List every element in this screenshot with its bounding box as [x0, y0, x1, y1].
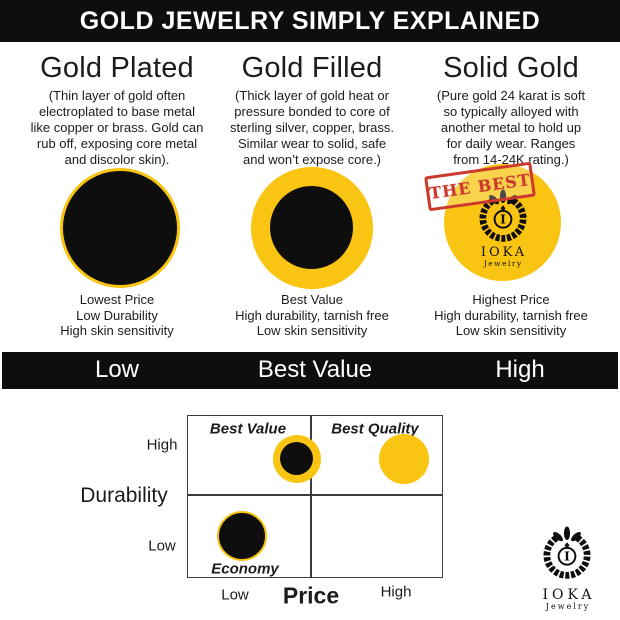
- attribute-line: High skin sensitivity: [60, 323, 174, 338]
- column-gold-plated: Gold Plated (Thin layer of gold often el…: [8, 52, 226, 168]
- quadrant-label-economy: Economy: [211, 560, 279, 578]
- gold-plated-attributes: Lowest Price Low Durability High skin se…: [8, 292, 226, 339]
- ioka-logo-subtitle: Jewelry: [483, 259, 523, 268]
- solid-gold-heading: Solid Gold: [443, 52, 579, 84]
- gold-plated-description: (Thin layer of gold often electroplated …: [30, 88, 204, 167]
- attribute-line: Low skin sensitivity: [256, 323, 368, 338]
- x-tick-high: High: [380, 583, 412, 601]
- solid-gold-attributes: Highest Price High durability, tarnish f…: [404, 292, 618, 339]
- price-scale-bar: [2, 352, 618, 389]
- quadrant-label-best-quality: Best Quality: [331, 420, 419, 438]
- attribute-line: Low Durability: [76, 307, 158, 323]
- scale-label-best-value: Best Value: [257, 356, 373, 383]
- attribute-line: Low skin sensitivity: [455, 323, 567, 338]
- ioka-logo-name: IOKA: [542, 587, 596, 603]
- durability-price-chart-grid: [187, 415, 443, 578]
- gold-filled-description: (Thick layer of gold heat or pressure bo…: [229, 88, 395, 167]
- x-tick-low: Low: [221, 586, 249, 604]
- grid-horizontal-divider: [188, 494, 442, 496]
- gold-filled-core: [270, 186, 353, 269]
- column-solid-gold: Solid Gold (Pure gold 24 karat is soft s…: [406, 52, 616, 168]
- grid-vertical-divider: [310, 416, 312, 577]
- footer-brand-logo: I IOKA Jewelry: [536, 526, 598, 611]
- y-tick-low: Low: [148, 537, 176, 555]
- gold-filled-attributes: Best Value High durability, tarnish free…: [205, 292, 419, 339]
- header-bar: GOLD JEWELRY SIMPLY EXPLAINED: [0, 0, 620, 42]
- ioka-emblem-icon: I: [478, 189, 527, 242]
- gold-plated-heading: Gold Plated: [40, 52, 194, 84]
- solid-gold-description: (Pure gold 24 karat is soft so typically…: [436, 88, 586, 167]
- svg-text:I: I: [500, 212, 506, 227]
- x-axis-title: Price: [282, 582, 340, 609]
- chart-point-gold-plated: [217, 511, 267, 561]
- ioka-logo-subtitle: Jewelry: [545, 602, 591, 611]
- page-title: GOLD JEWELRY SIMPLY EXPLAINED: [79, 6, 541, 35]
- attribute-line: High durability, tarnish free: [235, 307, 389, 323]
- attribute-line: Highest Price: [472, 292, 550, 307]
- gold-filled-heading: Gold Filled: [241, 52, 383, 84]
- attribute-line: Lowest Price: [79, 292, 155, 307]
- solid-gold-layer-diagram: I IOKA Jewelry: [444, 164, 561, 281]
- quadrant-label-best-value: Best Value: [209, 420, 287, 438]
- ioka-logo-name: IOKA: [480, 245, 528, 260]
- svg-text:I: I: [564, 549, 570, 564]
- gold-plated-layer-diagram: [60, 168, 180, 288]
- ioka-emblem-icon: I: [543, 526, 591, 579]
- chart-point-gold-filled-core: [280, 442, 313, 475]
- scale-label-high: High: [495, 356, 545, 383]
- attribute-line: Best Value: [281, 292, 343, 307]
- y-tick-high: High: [146, 436, 178, 454]
- column-gold-filled: Gold Filled (Thick layer of gold heat or…: [213, 52, 411, 168]
- scale-label-low: Low: [94, 356, 140, 383]
- attribute-line: High durability, tarnish free: [434, 307, 588, 323]
- y-axis-title: Durability: [80, 484, 168, 507]
- chart-point-solid-gold: [379, 434, 429, 484]
